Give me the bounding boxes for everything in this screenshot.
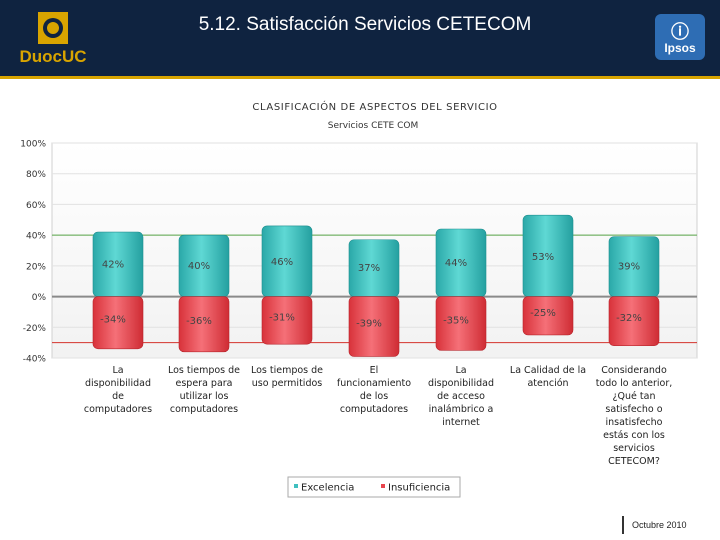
chart-title: CLASIFICACIÓN DE ASPECTOS DEL SERVICIO [252, 100, 497, 113]
category-bars: 39% -32% [608, 236, 660, 347]
category-label: Los tiempos de [168, 365, 240, 376]
legend: Excelencia Insuficiencia [287, 476, 461, 498]
data-label-insuficiencia: -32% [616, 313, 642, 324]
header-bar: DuocUC 5.12. Satisfacción Servicios CETE… [0, 0, 720, 79]
category-label: de acceso [437, 391, 485, 402]
category-label: computadores [84, 404, 152, 415]
category-bars: 46% -31% [261, 225, 313, 345]
category-label: Considerando [601, 365, 667, 376]
y-tick-label: 80% [26, 170, 46, 180]
category-label: inalámbrico a [429, 404, 494, 415]
data-label-insuficiencia: -35% [443, 315, 469, 326]
category-label: internet [442, 417, 480, 428]
category-label: de [112, 391, 124, 402]
duoc-uc-logo-text: DuocUC [19, 47, 86, 66]
category-label: disponibilidad [85, 378, 151, 389]
data-label-insuficiencia: -31% [269, 312, 295, 323]
satisfaction-chart: CLASIFICACIÓN DE ASPECTOS DEL SERVICIO S… [20, 100, 698, 498]
category-label: espera para [176, 378, 233, 389]
duoc-uc-logo: DuocUC [19, 12, 87, 66]
data-label-excelencia: 39% [618, 262, 640, 273]
category-bars: 37% -39% [348, 239, 400, 357]
legend-label-excelencia: Excelencia [301, 483, 354, 494]
legend-swatch-excelencia [294, 484, 298, 488]
category-label: insatisfecho [606, 417, 663, 428]
data-label-insuficiencia: -34% [100, 315, 126, 326]
category-bars: 44% -35% [435, 228, 487, 351]
category-label: uso permitidos [252, 378, 323, 389]
category-label: computadores [170, 404, 238, 415]
y-tick-label: -40% [23, 355, 47, 365]
y-tick-label: 100% [20, 140, 46, 150]
data-label-excelencia: 44% [445, 258, 467, 269]
category-label: atención [527, 378, 568, 389]
category-label: computadores [340, 404, 408, 415]
category-label: CETECOM? [608, 456, 660, 467]
data-label-insuficiencia: -25% [530, 308, 556, 319]
category-label: disponibilidad [428, 378, 494, 389]
footer-divider [622, 516, 624, 534]
bar-insuficiencia [522, 296, 574, 336]
y-tick-label: -20% [23, 324, 47, 334]
category-label: La Calidad de la [510, 365, 586, 376]
bar-insuficiencia [608, 296, 660, 347]
data-label-excelencia: 40% [188, 261, 210, 272]
page-title: 5.12. Satisfacción Servicios CETECOM [198, 14, 532, 35]
ipsos-logo: ⓘ Ipsos [655, 14, 705, 60]
category-label: funcionamiento [337, 378, 411, 389]
y-tick-label: 40% [26, 232, 46, 242]
category-bars: 53% -25% [522, 214, 574, 336]
data-label-excelencia: 37% [358, 263, 380, 274]
category-label: de los [360, 391, 388, 402]
legend-box [287, 476, 461, 498]
y-tick-label: 60% [26, 201, 46, 211]
category-label: El [370, 365, 379, 376]
category-label: Los tiempos de [251, 365, 323, 376]
category-label: La [455, 365, 466, 376]
y-tick-label: 0% [32, 293, 47, 303]
chart-subtitle: Servicios CETE COM [328, 121, 418, 131]
bar-insuficiencia [348, 296, 400, 357]
data-label-excelencia: 53% [532, 252, 554, 263]
bar-insuficiencia [435, 296, 487, 351]
y-tick-label: 20% [26, 262, 46, 272]
bar-insuficiencia [92, 296, 144, 350]
category-label: ¿Qué tan [613, 391, 656, 402]
data-label-insuficiencia: -39% [356, 319, 382, 330]
category-bars: 40% -36% [178, 234, 230, 353]
category-label: satisfecho o [605, 404, 662, 415]
category-bars: 42% -34% [92, 231, 144, 350]
category-label: estás con los [603, 430, 665, 441]
legend-label-insuficiencia: Insuficiencia [388, 483, 450, 494]
data-label-insuficiencia: -36% [186, 316, 212, 327]
bar-insuficiencia [261, 296, 313, 345]
legend-swatch-insuficiencia [381, 484, 385, 488]
data-label-excelencia: 42% [102, 260, 124, 271]
category-label: servicios [613, 443, 655, 454]
ipsos-logo-text: Ipsos [664, 41, 696, 55]
category-label: todo lo anterior, [596, 378, 673, 389]
bar-insuficiencia [178, 296, 230, 353]
category-label: utilizar los [180, 391, 229, 402]
ipsos-mark-icon: ⓘ [671, 22, 689, 42]
category-label: La [112, 365, 123, 376]
footer-date: Octubre 2010 [632, 520, 687, 530]
data-label-excelencia: 46% [271, 257, 293, 268]
